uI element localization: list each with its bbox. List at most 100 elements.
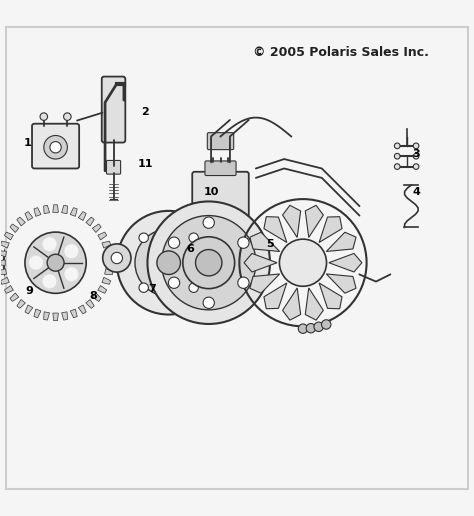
Polygon shape <box>78 305 86 314</box>
Polygon shape <box>0 241 9 248</box>
Text: 6: 6 <box>186 244 194 253</box>
Circle shape <box>162 216 256 310</box>
Text: 4: 4 <box>412 187 420 197</box>
Polygon shape <box>105 251 113 256</box>
Circle shape <box>298 324 308 333</box>
Circle shape <box>103 244 131 272</box>
Circle shape <box>135 229 202 296</box>
Polygon shape <box>25 212 33 220</box>
Circle shape <box>64 267 79 281</box>
Polygon shape <box>62 205 67 214</box>
FancyBboxPatch shape <box>207 133 234 150</box>
Circle shape <box>29 255 43 270</box>
Circle shape <box>139 283 148 293</box>
Polygon shape <box>305 205 323 237</box>
Polygon shape <box>78 212 86 220</box>
Polygon shape <box>17 217 25 226</box>
Polygon shape <box>53 313 58 320</box>
Circle shape <box>40 113 47 120</box>
Circle shape <box>306 324 316 333</box>
Circle shape <box>413 143 419 149</box>
Polygon shape <box>98 285 107 293</box>
Polygon shape <box>0 260 5 266</box>
Circle shape <box>117 211 220 315</box>
Circle shape <box>203 297 214 309</box>
Circle shape <box>43 274 56 288</box>
Polygon shape <box>98 232 107 240</box>
Polygon shape <box>329 253 362 272</box>
Polygon shape <box>102 277 110 284</box>
Circle shape <box>168 237 180 248</box>
Text: 9: 9 <box>26 286 34 296</box>
Polygon shape <box>62 312 67 320</box>
Polygon shape <box>305 288 323 320</box>
Circle shape <box>413 153 419 159</box>
Polygon shape <box>44 312 50 320</box>
Polygon shape <box>92 293 101 301</box>
Circle shape <box>4 211 108 315</box>
Polygon shape <box>250 232 280 251</box>
FancyBboxPatch shape <box>212 219 228 229</box>
Text: 8: 8 <box>90 291 97 301</box>
Polygon shape <box>106 260 113 266</box>
Polygon shape <box>92 224 101 233</box>
Polygon shape <box>0 269 7 275</box>
Polygon shape <box>283 288 301 320</box>
Circle shape <box>279 239 327 286</box>
Circle shape <box>321 320 331 329</box>
Circle shape <box>238 277 249 288</box>
Circle shape <box>43 237 56 251</box>
Polygon shape <box>319 217 342 243</box>
Circle shape <box>111 252 122 264</box>
FancyBboxPatch shape <box>32 124 79 168</box>
Circle shape <box>189 283 199 293</box>
Polygon shape <box>326 232 356 251</box>
Circle shape <box>64 113 71 120</box>
Text: 5: 5 <box>266 239 274 249</box>
Circle shape <box>50 141 61 153</box>
Circle shape <box>44 136 67 159</box>
Circle shape <box>168 277 180 288</box>
FancyBboxPatch shape <box>102 76 125 142</box>
Polygon shape <box>0 251 7 256</box>
Circle shape <box>394 164 400 169</box>
Polygon shape <box>0 277 9 284</box>
Polygon shape <box>70 207 77 216</box>
Circle shape <box>314 322 323 331</box>
Polygon shape <box>34 207 41 216</box>
Polygon shape <box>250 274 280 293</box>
Polygon shape <box>10 293 19 301</box>
Circle shape <box>183 237 235 288</box>
FancyBboxPatch shape <box>6 27 468 489</box>
Circle shape <box>64 244 79 259</box>
Polygon shape <box>283 205 301 237</box>
FancyBboxPatch shape <box>205 161 236 175</box>
Circle shape <box>147 201 270 324</box>
Polygon shape <box>34 309 41 318</box>
Text: 11: 11 <box>137 159 153 169</box>
Polygon shape <box>319 283 342 309</box>
FancyBboxPatch shape <box>107 160 120 174</box>
Polygon shape <box>264 283 287 309</box>
Text: 3: 3 <box>412 149 420 159</box>
Text: 2: 2 <box>141 107 149 117</box>
Polygon shape <box>105 269 113 275</box>
Circle shape <box>189 233 199 243</box>
Circle shape <box>139 233 148 243</box>
Polygon shape <box>44 205 50 214</box>
Circle shape <box>203 217 214 228</box>
Circle shape <box>47 254 64 271</box>
Circle shape <box>394 153 400 159</box>
Polygon shape <box>264 217 287 243</box>
Text: 7: 7 <box>148 284 156 294</box>
Polygon shape <box>102 241 110 248</box>
Polygon shape <box>25 305 33 314</box>
Circle shape <box>238 237 249 248</box>
Text: © 2005 Polaris Sales Inc.: © 2005 Polaris Sales Inc. <box>253 46 428 59</box>
Circle shape <box>394 143 400 149</box>
Circle shape <box>196 250 222 276</box>
Circle shape <box>25 232 86 293</box>
Polygon shape <box>244 253 277 272</box>
Polygon shape <box>326 274 356 293</box>
Polygon shape <box>86 217 94 226</box>
